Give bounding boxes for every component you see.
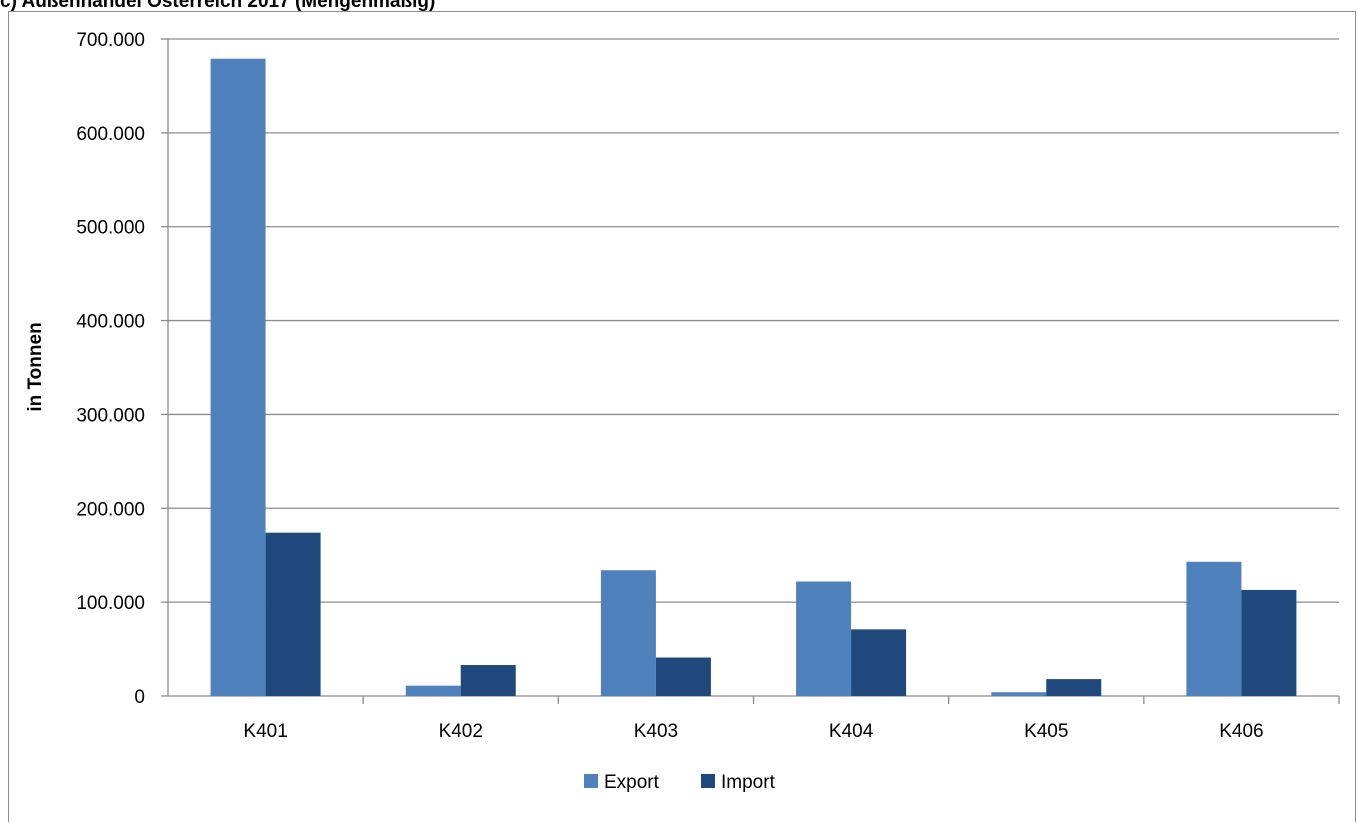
legend-swatch-export xyxy=(584,774,598,788)
y-tick-label: 100.000 xyxy=(76,593,145,614)
bar-export-k401 xyxy=(210,58,266,696)
bar-import-k406 xyxy=(1241,589,1297,696)
chart-frame xyxy=(8,11,1356,822)
bar-export-k403 xyxy=(600,570,656,696)
chart-title: c) Außenhandel Österreich 2017 (Mengenmä… xyxy=(0,0,436,12)
x-tick-label: K405 xyxy=(1024,721,1068,742)
x-tick-label: K406 xyxy=(1219,721,1263,742)
x-tick-label: K401 xyxy=(243,721,287,742)
y-tick-label: 200.000 xyxy=(76,499,145,520)
bar-import-k402 xyxy=(460,665,516,696)
y-tick-label: 300.000 xyxy=(76,405,145,426)
y-tick-label: 700.000 xyxy=(76,30,145,51)
y-tick-label: 600.000 xyxy=(76,124,145,145)
legend-label-export: Export xyxy=(604,772,660,793)
y-tick-label: 400.000 xyxy=(76,312,145,333)
x-tick-label: K403 xyxy=(634,721,678,742)
bar-import-k404 xyxy=(851,629,907,696)
bar-import-k405 xyxy=(1046,679,1102,696)
bar-export-k405 xyxy=(991,692,1047,696)
y-tick-label: 0 xyxy=(134,687,145,708)
y-axis-label: in Tonnen xyxy=(25,322,46,411)
y-tick-label: 500.000 xyxy=(76,218,145,239)
legend-swatch-import xyxy=(701,774,715,788)
bar-export-k402 xyxy=(405,685,461,696)
bar-import-k401 xyxy=(265,532,321,696)
x-tick-label: K404 xyxy=(829,721,874,742)
legend-label-import: Import xyxy=(721,772,776,793)
bar-export-k406 xyxy=(1186,561,1242,696)
bar-export-k404 xyxy=(796,581,852,696)
x-tick-label: K402 xyxy=(439,721,483,742)
bar-import-k403 xyxy=(655,657,711,696)
